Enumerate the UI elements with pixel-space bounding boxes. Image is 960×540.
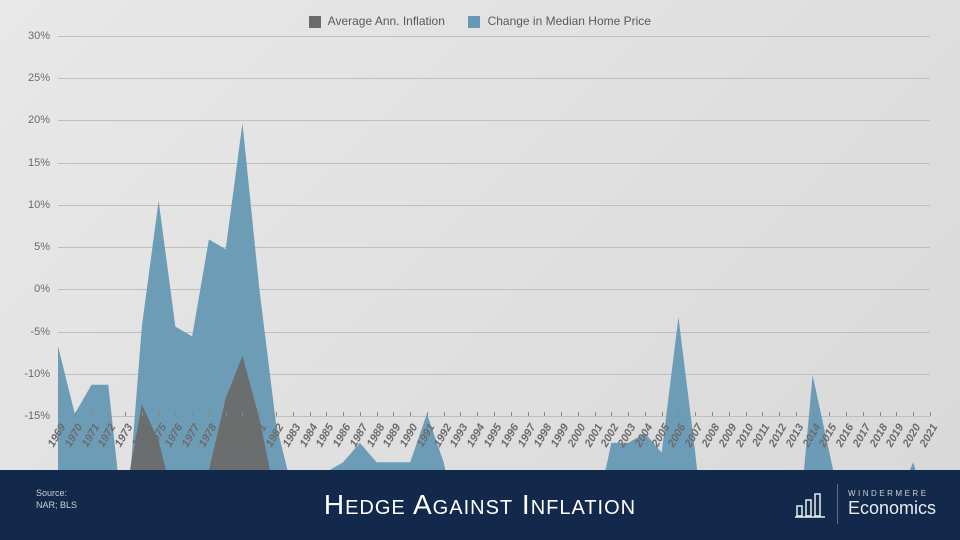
y-tick-label: 15% [28, 157, 50, 169]
x-tick-mark [460, 412, 461, 416]
x-tick-mark [528, 412, 529, 416]
x-tick-mark [746, 412, 747, 416]
x-tick-mark [393, 412, 394, 416]
chart-legend: Average Ann. Inflation Change in Median … [20, 10, 940, 36]
x-tick-mark [930, 412, 931, 416]
legend-item-home: Change in Median Home Price [468, 14, 651, 28]
x-tick-mark [226, 412, 227, 416]
x-tick-mark [645, 412, 646, 416]
x-tick-mark [880, 412, 881, 416]
x-tick-mark [75, 412, 76, 416]
x-tick-mark [477, 412, 478, 416]
brand-divider [837, 484, 838, 524]
x-tick-mark [762, 412, 763, 416]
source-label: Source: [36, 488, 77, 500]
x-tick-label: 1969 [46, 422, 69, 449]
brand-bottom-text: Economics [848, 499, 936, 518]
x-tick-mark [578, 412, 579, 416]
x-tick-mark [108, 412, 109, 416]
x-tick-mark [293, 412, 294, 416]
legend-item-inflation: Average Ann. Inflation [309, 14, 445, 28]
x-tick-mark [92, 412, 93, 416]
x-tick-mark [360, 412, 361, 416]
y-axis: -15%-10%-5%0%5%10%15%20%25%30% [20, 36, 54, 416]
y-tick-label: 20% [28, 114, 50, 126]
x-tick-mark [846, 412, 847, 416]
y-tick-label: 25% [28, 72, 50, 84]
plot-wrap: -15%-10%-5%0%5%10%15%20%25%30% 196919701… [58, 36, 930, 416]
brand-text: WINDERMERE Economics [848, 490, 936, 517]
x-tick-mark [595, 412, 596, 416]
x-tick-mark [729, 412, 730, 416]
x-tick-mark [175, 412, 176, 416]
legend-swatch-inflation [309, 16, 321, 28]
bar-chart-icon [795, 490, 827, 518]
x-tick-mark [192, 412, 193, 416]
x-tick-mark [796, 412, 797, 416]
source-citation: Source: NAR; BLS [36, 488, 77, 511]
x-tick-mark [712, 412, 713, 416]
y-tick-label: -5% [30, 326, 50, 338]
x-tick-mark [343, 412, 344, 416]
legend-label-inflation: Average Ann. Inflation [328, 14, 445, 28]
x-tick-mark [695, 412, 696, 416]
x-tick-mark [829, 412, 830, 416]
x-tick-mark [427, 412, 428, 416]
x-tick-mark [326, 412, 327, 416]
x-tick-mark [544, 412, 545, 416]
x-tick-mark [242, 412, 243, 416]
y-tick-label: 5% [34, 241, 50, 253]
y-tick-label: 10% [28, 199, 50, 211]
x-tick-mark [779, 412, 780, 416]
legend-swatch-home [468, 16, 480, 28]
legend-label-home: Change in Median Home Price [488, 14, 651, 28]
x-tick-mark [913, 412, 914, 416]
x-tick-mark [813, 412, 814, 416]
source-value: NAR; BLS [36, 500, 77, 512]
x-tick-mark [896, 412, 897, 416]
y-tick-label: -10% [24, 368, 50, 380]
brand-block: WINDERMERE Economics [795, 484, 936, 524]
footer-bar: Source: NAR; BLS Hedge Against Inflation… [0, 470, 960, 540]
x-tick-mark [662, 412, 663, 416]
y-tick-label: -15% [24, 410, 50, 422]
x-tick-mark [377, 412, 378, 416]
x-tick-mark [276, 412, 277, 416]
x-tick-mark [678, 412, 679, 416]
x-tick-mark [628, 412, 629, 416]
x-tick-mark [58, 412, 59, 416]
x-tick-mark [561, 412, 562, 416]
x-tick-mark [209, 412, 210, 416]
x-tick-mark [511, 412, 512, 416]
x-tick-mark [611, 412, 612, 416]
x-tick-mark [259, 412, 260, 416]
y-tick-label: 0% [34, 283, 50, 295]
x-tick-mark [863, 412, 864, 416]
x-tick-mark [494, 412, 495, 416]
x-tick-mark [444, 412, 445, 416]
x-axis: 1969197019711972197319741975197619771978… [58, 416, 930, 476]
x-tick-mark [125, 412, 126, 416]
chart-area: Average Ann. Inflation Change in Median … [0, 0, 960, 470]
y-tick-label: 30% [28, 30, 50, 42]
x-tick-mark [310, 412, 311, 416]
x-tick-mark [159, 412, 160, 416]
x-tick-mark [410, 412, 411, 416]
x-tick-mark [142, 412, 143, 416]
